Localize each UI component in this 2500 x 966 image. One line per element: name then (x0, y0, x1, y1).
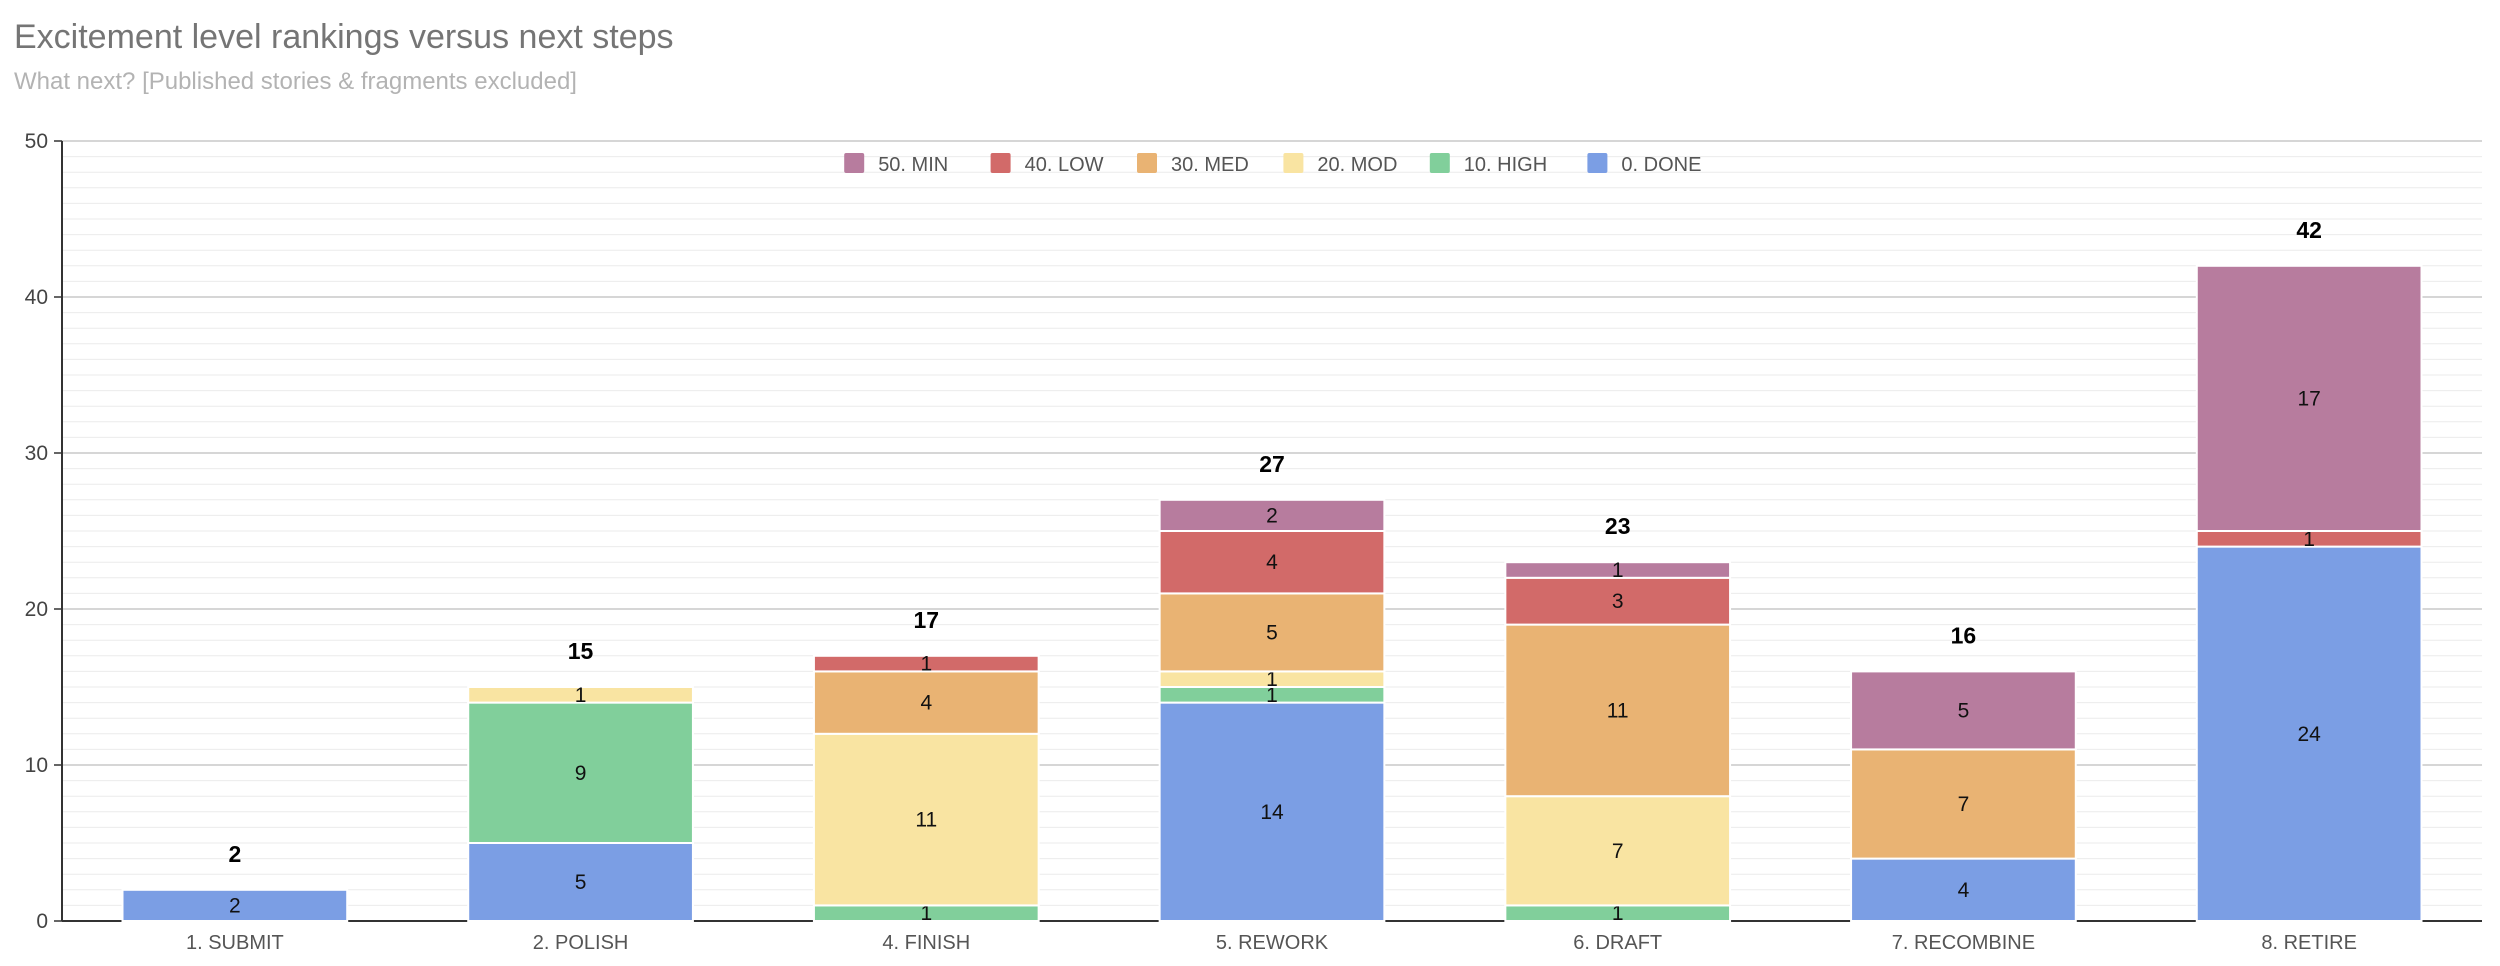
y-tick-label: 50 (25, 130, 48, 153)
bar-total-label: 15 (568, 638, 594, 664)
chart-title: Excitement level rankings versus next st… (14, 18, 674, 56)
bar-segment (1504, 623, 1732, 798)
bar-segment-label: 1 (920, 653, 932, 676)
legend-label: 10. HIGH (1464, 154, 1547, 176)
bar-segment (1158, 592, 1386, 673)
chart-subtitle: What next? [Published stories & fragment… (14, 68, 577, 95)
bar-segment (812, 654, 1040, 673)
bar-total-label: 42 (2296, 217, 2322, 243)
bar-segment-label: 4 (1266, 551, 1278, 574)
bar-segment-label: 14 (1260, 801, 1284, 824)
bar-segment-label: 4 (1958, 879, 1970, 902)
bar-segment-label: 5 (1958, 699, 1970, 722)
bar-segment-label: 7 (1958, 793, 1970, 816)
bar-segment-label: 4 (920, 692, 932, 715)
legend-swatch (1587, 153, 1608, 173)
bar-total-label: 17 (913, 607, 939, 633)
bar-segment-label: 1 (575, 684, 587, 707)
bar-segment (1504, 576, 1732, 626)
x-tick-label: 2. POLISH (533, 932, 629, 954)
legend-label: 20. MOD (1317, 154, 1397, 176)
bar-total-label: 2 (228, 841, 241, 867)
bar-segment (121, 888, 349, 922)
bar-segment (1850, 748, 2077, 860)
legend-label: 50. MIN (878, 154, 948, 176)
bar-segment-label: 1 (1612, 559, 1624, 582)
legend-swatch (1429, 153, 1450, 173)
bar-segment-label: 1 (920, 902, 932, 925)
bar-segment-label: 1 (2303, 528, 2315, 551)
y-tick-label: 30 (25, 442, 48, 465)
bar-segment (467, 686, 694, 704)
bar-segment-label: 1 (1612, 902, 1624, 925)
bar-segment (2195, 545, 2423, 922)
bar-total-label: 23 (1605, 513, 1631, 539)
bar-segment-label: 5 (575, 871, 587, 894)
bar-segment-label: 1 (1266, 668, 1278, 691)
bar-segment-label: 24 (2297, 723, 2321, 746)
y-tick-label: 10 (25, 754, 48, 777)
bar-segment-label: 2 (229, 894, 241, 917)
legend-swatch (844, 153, 865, 173)
legend-label: 0. DONE (1621, 154, 1701, 176)
bar-segment (1850, 670, 2077, 751)
bar-segment-label: 2 (1266, 504, 1278, 527)
bar-segment (812, 732, 1040, 907)
x-tick-label: 5. REWORK (1216, 932, 1329, 954)
bar-segment (1504, 561, 1732, 579)
bar-segment (812, 670, 1040, 735)
bar-segment-label: 11 (915, 809, 937, 832)
bar-segment-label: 17 (2297, 387, 2320, 410)
bar-segment (467, 701, 694, 844)
bar-segment-label: 9 (575, 762, 587, 785)
x-tick-label: 4. FINISH (882, 932, 970, 954)
legend-swatch (1137, 153, 1157, 173)
bar-segment-label: 11 (1607, 699, 1629, 722)
bar-segment (1158, 701, 1386, 922)
legend-label: 30. MED (1171, 154, 1249, 176)
bar-segment (1158, 498, 1386, 532)
bar-segment-label: 3 (1612, 590, 1624, 613)
y-tick-label: 0 (36, 910, 48, 933)
legend-swatch (990, 153, 1011, 173)
legend-label: 40. LOW (1025, 154, 1104, 176)
bar-segment-label: 5 (1266, 621, 1278, 644)
legend-swatch (1283, 153, 1304, 173)
bar-segment-label: 7 (1612, 840, 1624, 863)
y-tick-label: 20 (25, 598, 48, 621)
bar-total-label: 27 (1259, 451, 1285, 477)
x-tick-label: 1. SUBMIT (186, 932, 284, 954)
y-tick-label: 40 (25, 286, 48, 309)
bar-segment-label: 1 (1266, 684, 1278, 707)
bar-total-label: 16 (1951, 622, 1977, 648)
bar-segment (1158, 530, 1386, 595)
bar-segment (2195, 264, 2423, 532)
x-tick-label: 6. DRAFT (1573, 932, 1662, 954)
bar-segment (467, 842, 694, 922)
x-tick-label: 7. RECOMBINE (1892, 932, 2035, 954)
bar-segment (1504, 795, 1732, 907)
x-tick-label: 8. RETIRE (2261, 932, 2357, 954)
